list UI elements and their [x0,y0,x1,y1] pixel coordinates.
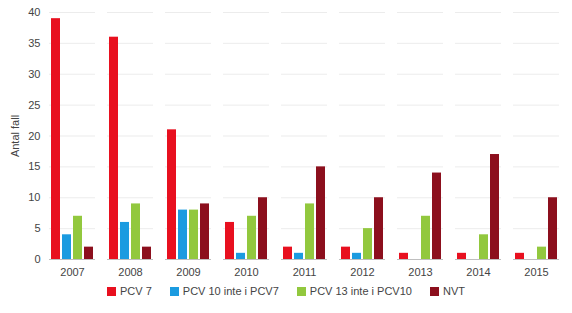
svg-text:Antal fall: Antal fall [9,115,21,157]
html-text:PCV 10 inte i PCV7: PCV 10 inte i PCV7 [182,285,279,297]
svg-text:25: 25 [28,99,40,111]
svg-text:2010: 2010 [234,266,258,278]
svg-text:30: 30 [28,68,40,80]
svg-text:2015: 2015 [524,266,548,278]
svg-text:15: 15 [28,160,40,172]
svg-text:20: 20 [28,130,40,142]
html-text:PCV 7: PCV 7 [120,285,152,297]
svg-text:2008: 2008 [118,266,142,278]
svg-text:10: 10 [28,191,40,203]
svg-text:0: 0 [34,253,40,265]
svg-text:40: 40 [28,6,40,18]
html-text:PCV 13 inte i PCV10: PCV 13 inte i PCV10 [309,285,412,297]
svg-text:2007: 2007 [60,266,84,278]
svg-text:2014: 2014 [466,266,490,278]
svg-text:2009: 2009 [176,266,200,278]
svg-text:2012: 2012 [350,266,374,278]
html-text:NVT: NVT [443,285,465,297]
svg-text:5: 5 [34,222,40,234]
svg-text:2013: 2013 [408,266,432,278]
svg-text:35: 35 [28,37,40,49]
svg-text:2011: 2011 [293,266,317,278]
